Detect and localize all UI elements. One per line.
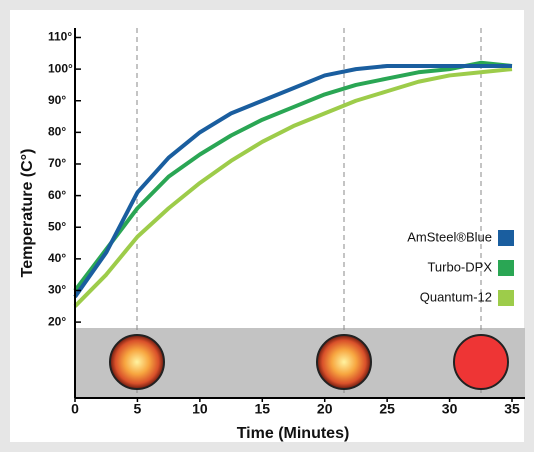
y-tick-label: 80° <box>48 125 66 139</box>
plot-layer: 20° 30° 40° 50° 60° 70° 80° 90° 100° 110° <box>48 30 513 328</box>
series-line <box>73 60 513 292</box>
glow-indicator <box>109 334 165 390</box>
x-tick-label: 25 <box>379 401 395 417</box>
legend-swatch <box>498 230 514 246</box>
x-tick-label: 15 <box>254 401 270 417</box>
y-tick-label: 40° <box>48 251 66 265</box>
y-tick-label: 60° <box>48 188 66 202</box>
x-tick-label: 35 <box>504 401 520 417</box>
x-tick-label: 10 <box>192 401 208 417</box>
x-tick-label: 20 <box>317 401 333 417</box>
legend-label: Turbo-DPX <box>427 259 492 274</box>
legend-label: Quantum-12 <box>420 289 492 304</box>
y-tick-label: 100° <box>48 61 73 75</box>
glow-indicator <box>453 334 509 390</box>
legend-swatch <box>498 290 514 306</box>
y-tick-label: 110° <box>48 30 72 44</box>
y-tick-label: 50° <box>48 219 66 233</box>
x-tick-label: 30 <box>442 401 458 417</box>
legend-label: AmSteel®Blue <box>407 229 492 244</box>
y-tick-label: 90° <box>48 93 66 107</box>
x-tick-label: 0 <box>71 401 79 417</box>
series-line <box>73 67 513 308</box>
x-tick-label: 5 <box>134 401 142 417</box>
glow-indicator <box>316 334 372 390</box>
legend-swatch <box>498 260 514 276</box>
y-tick-label: 70° <box>48 156 66 170</box>
y-tick-label: 20° <box>48 314 66 328</box>
series-line <box>73 63 512 298</box>
y-axis-title: Temperature (C°) <box>19 149 36 278</box>
y-tick-label: 30° <box>48 283 66 297</box>
x-axis-title: Time (Minutes) <box>237 425 350 442</box>
